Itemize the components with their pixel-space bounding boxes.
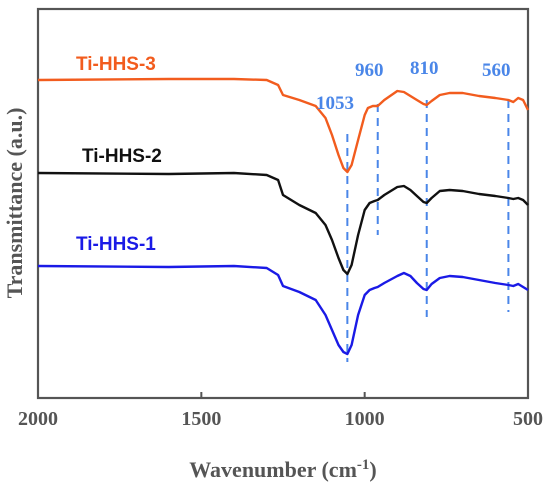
series-line-ti-hhs-2	[37, 171, 529, 276]
x-tick-label-1000: 1000	[345, 408, 385, 430]
series-label-ti-hhs-3: Ti-HHS-3	[76, 54, 156, 75]
x-tick-label-500: 500	[513, 408, 543, 430]
x-axis-title-close: )	[369, 457, 376, 482]
series-label-ti-hhs-1: Ti-HHS-1	[76, 234, 156, 255]
x-tick-label-2000: 2000	[18, 408, 58, 430]
x-axis-title: Wavenumber (cm-1)	[189, 457, 376, 482]
series-lines	[37, 77, 530, 356]
x-axis-title-superscript: -1	[357, 457, 370, 473]
series-label-ti-hhs-2: Ti-HHS-2	[82, 146, 162, 167]
x-tick-labels: 2000 1500 1000 500	[18, 408, 543, 430]
x-tick-marks	[37, 392, 529, 398]
series-line-ti-hhs-1	[37, 264, 529, 356]
peak-label-810: 810	[410, 58, 439, 79]
y-axis-title: Transmittance (a.u.)	[2, 108, 27, 299]
peak-label-1053: 1053	[316, 93, 354, 114]
series-line-ti-hhs-3	[37, 77, 530, 174]
peak-label-960: 960	[355, 60, 384, 81]
x-tick-label-1500: 1500	[181, 408, 221, 430]
peak-lines	[346, 100, 510, 362]
peak-label-560: 560	[482, 60, 511, 81]
